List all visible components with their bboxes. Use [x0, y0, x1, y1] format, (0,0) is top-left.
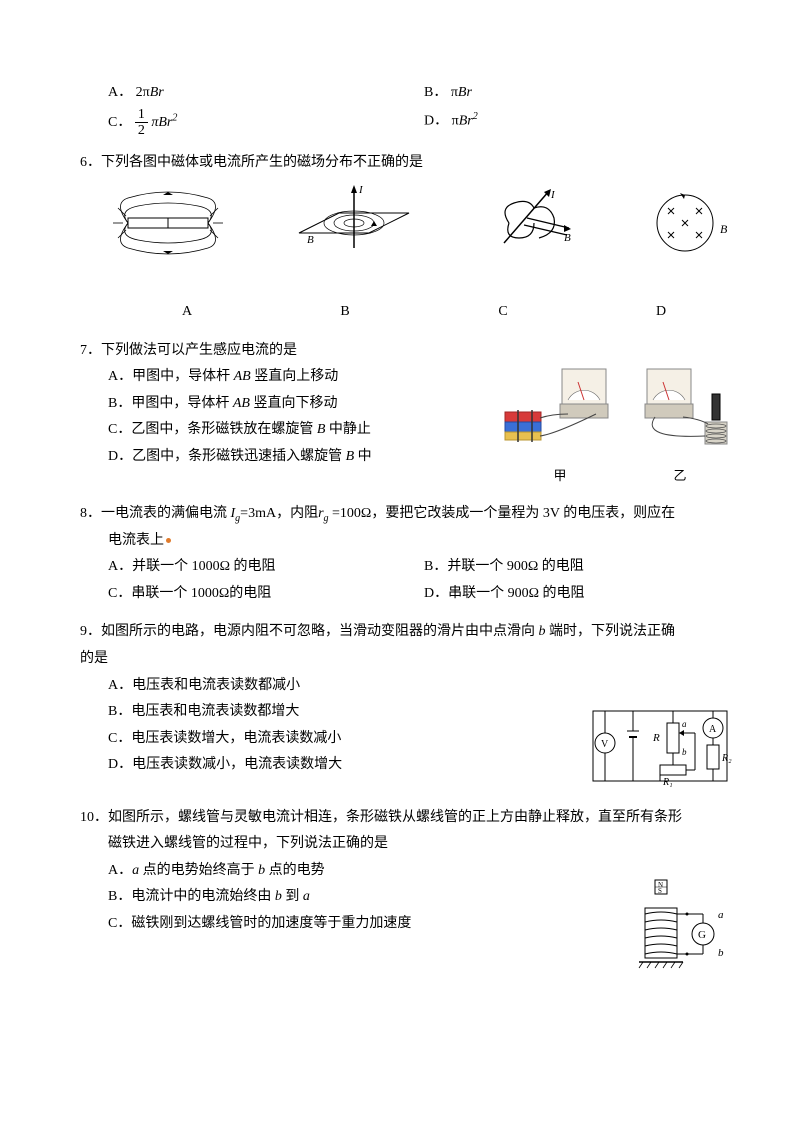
q9-stem: 9．如图所示的电路，电源内阻不可忽略，当滑动变阻器的滑片由中点滑向 b 端时，下…: [80, 619, 740, 646]
opt-var: Br: [459, 113, 473, 128]
q6-fig-d: B: [640, 183, 740, 263]
q6-fig-c: I B: [479, 183, 579, 263]
q8-row2: C．串联一个 1000Ω的电阻 D．串联一个 900Ω 的电阻: [80, 581, 740, 608]
q7-opt-d: D．乙图中，条形磁铁迅速插入螺旋管 B 中: [108, 444, 500, 471]
svg-text:I: I: [358, 184, 364, 196]
q6-label-a: A: [108, 299, 266, 326]
q10-opt-a: A．a 点的电势始终高于 b 点的电势: [108, 858, 620, 885]
svg-text:V: V: [601, 739, 609, 750]
svg-text:b: b: [718, 947, 724, 959]
opt-text: π: [451, 85, 458, 100]
q9-opt-b: B．电压表和电流表读数都增大: [108, 699, 580, 726]
q5-opt-d: D． πBr2: [424, 107, 740, 139]
q10-stem2: 磁铁进入螺线管的过程中，下列说法正确的是: [80, 831, 740, 858]
q5-options: A． 2πBr B． πBr C． 12 πBr2 D． πBr2: [80, 80, 740, 138]
q7-opt-a: A．甲图中，导体杆 AB 竖直向上移动: [108, 364, 500, 391]
q6-fig-a: [108, 188, 228, 258]
q7-opt-b: B．甲图中，导体杆 AB 竖直向下移动: [108, 391, 500, 418]
opt-text: π: [452, 113, 459, 128]
q10: 10．如图所示，螺线管与灵敏电流计相连，条形磁铁从螺线管的正上方由静止释放，直至…: [80, 805, 740, 988]
q9-opt-a: A．电压表和电流表读数都减小: [108, 673, 580, 700]
q10-opt-c: C．磁铁刚到达螺线管时的加速度等于重力加速度: [108, 911, 620, 938]
svg-text:G: G: [698, 929, 706, 941]
q6-figures: I B I B: [80, 183, 740, 263]
opt-label: A．: [108, 85, 132, 100]
q6-stem: 6．下列各图中磁体或电流所产生的磁场分布不正确的是: [80, 150, 740, 177]
q10-options: A．a 点的电势始终高于 b 点的电势 B．电流计中的电流始终由 b 到 a C…: [80, 858, 620, 988]
svg-text:R: R: [652, 732, 660, 744]
q5-opt-c: C． 12 πBr2: [108, 107, 424, 139]
q5-opt-a: A． 2πBr: [108, 80, 424, 107]
opt-sup: 2: [172, 112, 177, 123]
q9-figure: V R a b A: [580, 673, 740, 793]
q6-label-b: B: [266, 299, 424, 326]
svg-text:B: B: [564, 232, 571, 244]
opt-var: Br: [158, 115, 172, 130]
q10-stem1: 10．如图所示，螺线管与灵敏电流计相连，条形磁铁从螺线管的正上方由静止释放，直至…: [80, 805, 740, 832]
q8-opt-b: B．并联一个 900Ω 的电阻: [424, 554, 740, 581]
q9-options: A．电压表和电流表读数都减小 B．电压表和电流表读数都增大 C．电压表读数增大，…: [80, 673, 580, 793]
opt-var: Br: [150, 85, 164, 100]
q8-row1: A．并联一个 1000Ω 的电阻 B．并联一个 900Ω 的电阻: [80, 554, 740, 581]
svg-text:R₁: R₁: [662, 777, 673, 788]
svg-text:S: S: [658, 887, 662, 895]
q6-label-d: D: [582, 299, 740, 326]
q7-cap1: 甲: [553, 464, 566, 489]
svg-text:B: B: [307, 234, 314, 246]
q7-opt-c: C．乙图中，条形磁铁放在螺旋管 B 中静止: [108, 417, 500, 444]
q8-opt-c: C．串联一个 1000Ω的电阻: [108, 581, 424, 608]
opt-label: C．: [108, 115, 131, 130]
q10-opt-b: B．电流计中的电流始终由 b 到 a: [108, 884, 620, 911]
svg-text:a: a: [718, 909, 724, 921]
svg-text:a: a: [682, 719, 687, 729]
opt-var: Br: [458, 85, 472, 100]
opt-sup: 2: [473, 111, 478, 122]
q9: 9．如图所示的电路，电源内阻不可忽略，当滑动变阻器的滑片由中点滑向 b 端时，下…: [80, 619, 740, 792]
q8: 8．一电流表的满偏电流 Ig=3mA，内阻rg =100Ω，要把它改装成一个量程…: [80, 501, 740, 608]
opt-label: B．: [424, 85, 447, 100]
q7-stem: 7．下列做法可以产生感应电流的是: [80, 338, 740, 365]
q8-stem: 8．一电流表的满偏电流 Ig=3mA，内阻rg =100Ω，要把它改装成一个量程…: [80, 501, 740, 528]
svg-text:A: A: [709, 724, 717, 735]
q9-stem2: 的是: [80, 646, 740, 673]
q8-stem2: 电流表上: [80, 528, 740, 555]
q7: 7．下列做法可以产生感应电流的是 A．甲图中，导体杆 AB 竖直向上移动 B．甲…: [80, 338, 740, 489]
q8-opt-a: A．并联一个 1000Ω 的电阻: [108, 554, 424, 581]
q5-opt-b: B． πBr: [424, 80, 740, 107]
q6-fig-b: I B: [289, 183, 419, 263]
q9-opt-c: C．电压表读数增大，电流表读数减小: [108, 726, 580, 753]
orange-dot-icon: [166, 538, 171, 543]
svg-text:b: b: [682, 747, 687, 757]
q7-options: A．甲图中，导体杆 AB 竖直向上移动 B．甲图中，导体杆 AB 竖直向下移动 …: [80, 364, 500, 489]
q7-figure: 甲 乙: [500, 364, 740, 489]
q9-opt-d: D．电压表读数减小，电流表读数增大: [108, 752, 580, 779]
q10-figure: N S G: [620, 858, 740, 988]
opt-text: 2π: [136, 85, 150, 100]
svg-text:R₂: R₂: [721, 753, 732, 764]
opt-label: D．: [424, 113, 448, 128]
q6-label-c: C: [424, 299, 582, 326]
q7-cap2: 乙: [673, 464, 686, 489]
q6: 6．下列各图中磁体或电流所产生的磁场分布不正确的是: [80, 150, 740, 325]
q6-labels: A B C D: [80, 299, 740, 326]
svg-text:B: B: [720, 222, 728, 236]
q8-opt-d: D．串联一个 900Ω 的电阻: [424, 581, 740, 608]
svg-text:I: I: [550, 189, 556, 201]
fraction: 12: [135, 107, 148, 139]
